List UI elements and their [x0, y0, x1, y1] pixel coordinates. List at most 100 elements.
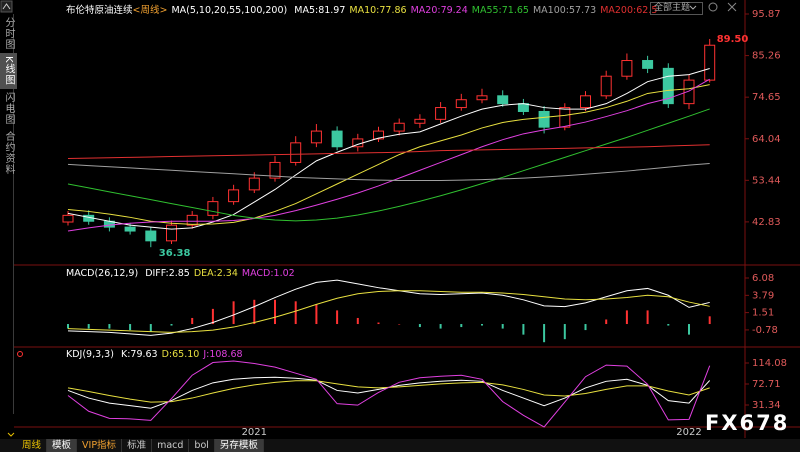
series-line	[67, 279, 710, 336]
series-line	[67, 360, 711, 428]
candle-body	[435, 107, 447, 120]
macd-bar	[129, 324, 132, 331]
macd-bar	[667, 324, 670, 326]
y-tick-label: 53.44	[752, 175, 781, 186]
search-icon[interactable]	[708, 2, 718, 12]
y-tick-label: 72.71	[752, 379, 781, 390]
macd-bar	[688, 324, 690, 335]
series-line	[67, 84, 710, 225]
main-header: 布伦特原油连续<周线> MA(5,10,20,55,100,200) MA5:81…	[66, 2, 661, 16]
y-tick-label: 95.87	[752, 9, 781, 20]
close-icon[interactable]	[727, 2, 737, 12]
candle-body	[704, 44, 716, 81]
period-label: <周线>	[132, 5, 168, 16]
legend-item: MA100:57.73	[532, 5, 597, 16]
series-line	[67, 290, 710, 333]
macd-bar	[356, 317, 359, 325]
candle-body	[414, 118, 426, 124]
watermark: FX678	[705, 411, 790, 435]
candle-body	[248, 177, 260, 191]
macd-bar	[460, 324, 463, 328]
series-line	[67, 108, 710, 222]
candle-body	[269, 161, 281, 179]
sidebar: 分时图 K线图 闪电图 合约资料	[0, 14, 17, 414]
bottom-tab[interactable]: bol	[189, 439, 215, 452]
kdj-header: KDJ(9,3,3) K:79.63 D:65.10 J:108.68	[66, 349, 247, 360]
bottom-tab[interactable]: macd	[152, 439, 190, 452]
period-arrow	[7, 432, 15, 437]
legend-item: MA5:81.97	[294, 5, 346, 16]
macd-bar	[274, 299, 276, 325]
macd-header: MACD(26,12,9) DIFF:2.85 DEA:2.34 MACD:1.02	[66, 268, 299, 279]
series-line	[67, 162, 710, 181]
legend-item: MA20:79.24	[410, 5, 468, 16]
macd-bar	[108, 324, 111, 329]
candle-body	[393, 122, 405, 132]
candle-body	[600, 75, 612, 97]
candle-body	[290, 142, 302, 163]
legend-item: K:79.63	[120, 349, 158, 360]
macd-bar	[439, 324, 442, 329]
macd-bar	[377, 322, 380, 325]
y-tick-label: 3.79	[752, 290, 774, 301]
candle-body	[497, 95, 509, 105]
dropdown-arrow	[689, 5, 697, 10]
candle-body	[580, 95, 591, 109]
macd-bar	[605, 319, 608, 325]
macd-bar	[584, 324, 587, 331]
y-tick-label: 85.26	[752, 51, 781, 62]
legend-item: DEA:2.34	[193, 268, 238, 279]
bottom-tab[interactable]: 标准	[122, 439, 153, 452]
legend-item: MA55:71.65	[471, 5, 529, 16]
candle-body	[662, 67, 674, 105]
macd-bar	[232, 301, 235, 325]
price-annotation: 36.38	[159, 248, 191, 259]
series-line	[67, 68, 710, 230]
macd-bar	[87, 324, 90, 329]
bottom-tab[interactable]: 另存模板	[214, 439, 264, 452]
macd-bar	[481, 324, 483, 326]
macd-bar	[294, 301, 297, 325]
macd-bar	[149, 324, 152, 332]
macd-bar	[708, 316, 711, 325]
macd-bar	[501, 324, 504, 329]
candle-body	[228, 189, 240, 203]
price-annotation: 89.50	[717, 34, 749, 45]
indicator-icon[interactable]	[17, 351, 23, 357]
y-tick-label: 64.04	[752, 134, 781, 145]
candle-body	[621, 60, 633, 77]
y-tick-label: 6.08	[752, 273, 774, 284]
macd-bar	[543, 324, 546, 343]
candle-body	[166, 224, 177, 242]
macd-bar	[253, 299, 256, 325]
legend-item: D:65.10	[161, 349, 200, 360]
series-line	[67, 376, 711, 409]
bottom-bar: 周线 模板 VIP指标 标准 macd bol 另存模板	[0, 439, 800, 452]
macd-bar	[625, 310, 628, 325]
side-tab[interactable]: 合约资料	[3, 130, 14, 175]
candle-body	[559, 107, 571, 128]
y-tick-label: 31.34	[752, 400, 781, 411]
collapse-icon[interactable]	[0, 0, 13, 13]
macd-bar	[336, 310, 339, 325]
macd-bar	[398, 324, 401, 325]
y-tick-label: -0.78	[752, 325, 778, 336]
side-tab[interactable]: 闪电图	[3, 91, 14, 125]
macd-bar	[522, 324, 525, 335]
candle-body	[62, 214, 74, 223]
bottom-tab[interactable]: 模板	[47, 439, 78, 452]
series-line	[67, 144, 710, 160]
candle-body	[455, 99, 467, 109]
candle-body	[186, 214, 198, 226]
instrument-name: 布伦特原油连续	[66, 5, 133, 16]
bottom-tab[interactable]: 周线	[0, 439, 48, 452]
side-tab[interactable]: 分时图	[3, 17, 14, 50]
side-tab[interactable]: K线图	[0, 53, 17, 89]
theme-select[interactable]: 全部主题	[650, 2, 703, 15]
candle-body	[145, 230, 157, 242]
bottom-tab[interactable]: VIP指标	[77, 439, 123, 452]
y-tick-label: 1.51	[752, 308, 774, 319]
macd-bar	[563, 324, 566, 340]
